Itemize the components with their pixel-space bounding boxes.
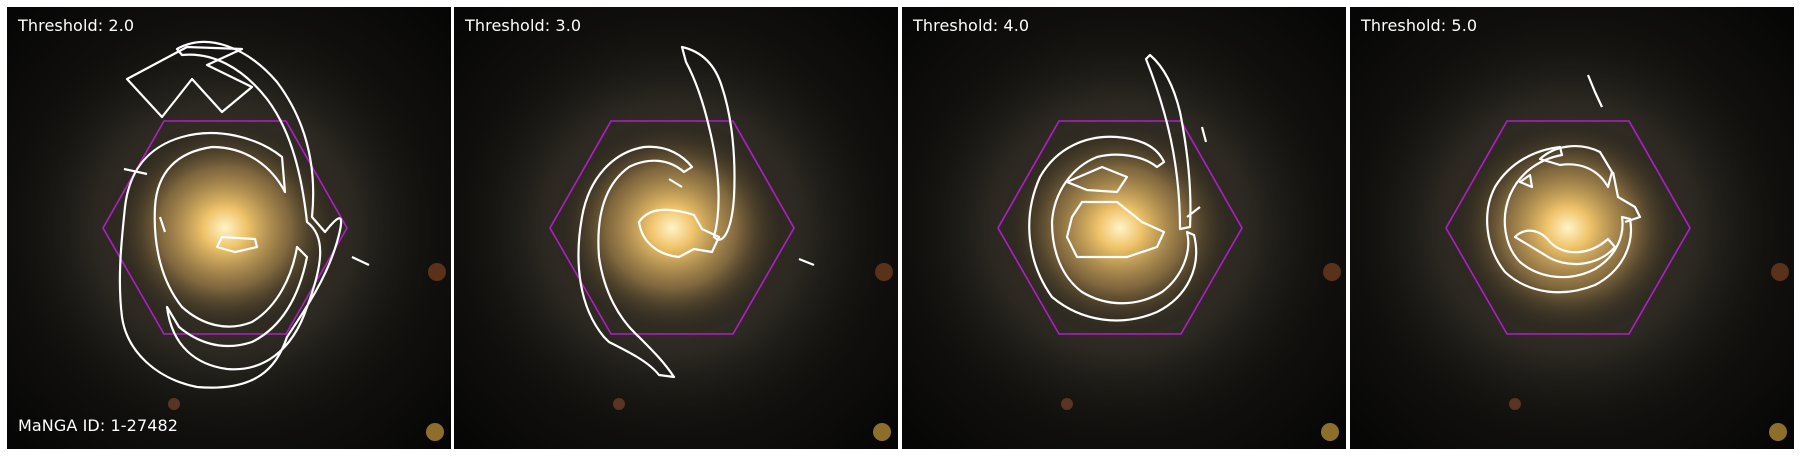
ifu-hexagon: [997, 120, 1243, 335]
contour-arm-fragment: [1538, 145, 1614, 189]
threshold-label: Threshold: 2.0: [18, 16, 135, 35]
background-star: [1771, 263, 1789, 281]
contour-fragment: [351, 256, 370, 266]
galaxy-image-1: [7, 7, 451, 449]
galaxy-panel-threshold-4: Threshold: 4.0: [902, 7, 1346, 449]
threshold-label: Threshold: 5.0: [1361, 16, 1478, 35]
galaxy-panel-threshold-2: Threshold: 2.0 MaNGA ID: 1-27482: [7, 7, 451, 449]
contour-outer-arm: [118, 40, 343, 389]
background-star: [873, 423, 891, 441]
contour-arm-fragment: [125, 45, 254, 119]
galaxy-image-2: [454, 7, 898, 449]
galaxy-panel-threshold-3: Threshold: 3.0: [454, 7, 898, 449]
ifu-hexagon: [1445, 120, 1691, 335]
contour-inner-ring: [1028, 135, 1198, 322]
background-star: [1323, 263, 1341, 281]
contour-fragment: [798, 257, 815, 267]
galaxy-bulge: [1000, 118, 1240, 338]
contour-inner-arm: [577, 145, 694, 379]
galaxy-image-4: [1350, 7, 1794, 449]
contour-fragment: [1518, 173, 1534, 189]
galaxy-bulge: [1448, 118, 1688, 338]
background-star: [426, 423, 444, 441]
manga-id-label: MaNGA ID: 1-27482: [18, 416, 179, 435]
contour-set: [1486, 74, 1642, 294]
galaxy-image-3: [902, 7, 1346, 449]
ifu-hexagon: [549, 120, 795, 335]
contour-fragment: [1200, 126, 1208, 143]
contour-core: [637, 208, 721, 259]
contour-fragment: [158, 216, 167, 233]
contour-outer-arm: [1144, 53, 1192, 231]
threshold-label: Threshold: 4.0: [913, 16, 1030, 35]
contour-set: [118, 40, 370, 389]
background-star: [1061, 398, 1073, 410]
background-star: [613, 398, 625, 410]
background-star: [1769, 423, 1787, 441]
contour-fragment: [123, 167, 148, 176]
galaxy-bulge: [552, 118, 792, 338]
contour-fragment: [1065, 165, 1129, 194]
contour-fragment: [668, 178, 683, 188]
threshold-label: Threshold: 3.0: [465, 16, 582, 35]
galaxy-panel-threshold-5: Threshold: 5.0: [1350, 7, 1794, 449]
contour-inner-ring: [1486, 145, 1633, 294]
contour-outer-arm: [680, 45, 736, 241]
contour-core: [1065, 200, 1166, 259]
contour-fragment: [1586, 74, 1603, 108]
background-star: [875, 263, 893, 281]
contour-set: [1028, 53, 1208, 322]
contour-fragment: [1611, 171, 1642, 224]
contour-core: [215, 235, 259, 254]
contour-fragment: [1186, 206, 1201, 218]
contour-set: [577, 45, 815, 379]
contour-core: [1513, 229, 1617, 266]
background-star: [428, 263, 446, 281]
background-star: [1509, 398, 1521, 410]
background-star: [168, 398, 180, 410]
background-star: [1321, 423, 1339, 441]
ifu-hexagon: [102, 120, 348, 335]
